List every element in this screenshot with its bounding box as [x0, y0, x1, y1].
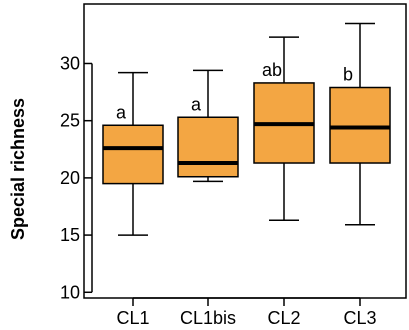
significance-letter: a [191, 94, 202, 114]
x-tick-label-CL3: CL3 [343, 308, 376, 328]
significance-letter: a [116, 102, 127, 122]
y-axis: 10 15 20 25 30 [60, 53, 93, 302]
box-iqr [329, 86, 391, 164]
box-CL3: b [329, 22, 391, 226]
boxes: a a ab b [102, 22, 391, 236]
box-iqr [102, 124, 164, 185]
x-tick-label-CL1: CL1 [116, 308, 149, 328]
box-CL1bis: a [177, 69, 239, 183]
x-tick-label-CL1bis: CL1bis [180, 308, 236, 328]
significance-letter: ab [262, 60, 282, 80]
box-CL2: ab [253, 36, 315, 221]
significance-letter: b [343, 65, 353, 85]
y-tick-label-10: 10 [60, 282, 80, 302]
y-tick-label-25: 25 [60, 111, 80, 131]
box-iqr [177, 116, 239, 178]
y-tick-label-30: 30 [60, 53, 80, 73]
y-tick-label-15: 15 [60, 225, 80, 245]
x-axis: CL1 CL1bis CL2 CL3 [116, 297, 377, 328]
y-tick-label-20: 20 [60, 168, 80, 188]
x-tick-label-CL2: CL2 [267, 308, 300, 328]
box-CL1: a [102, 71, 164, 236]
y-axis-label: Special richness [8, 98, 28, 240]
